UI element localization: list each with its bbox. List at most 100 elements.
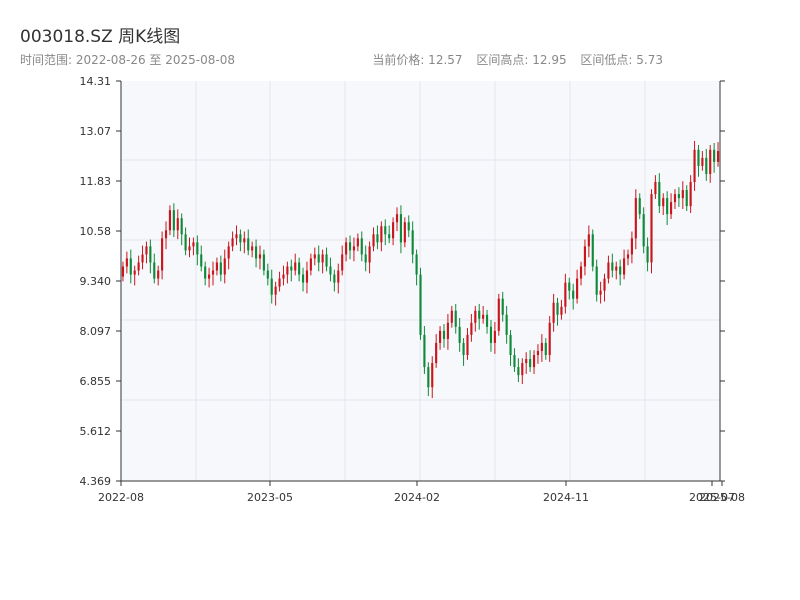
candle-body bbox=[658, 181, 661, 207]
candle-body bbox=[525, 359, 528, 364]
candle bbox=[650, 189, 653, 274]
y-tick-label: 6.855 bbox=[80, 375, 112, 388]
candle-body bbox=[278, 278, 281, 287]
candle bbox=[309, 253, 312, 276]
candle bbox=[576, 269, 579, 304]
candle-body bbox=[352, 246, 356, 251]
candle-body bbox=[395, 214, 399, 223]
candle bbox=[149, 239, 152, 274]
candle-body bbox=[505, 314, 508, 335]
candle bbox=[153, 253, 156, 284]
candle bbox=[411, 221, 414, 264]
candle bbox=[677, 187, 680, 207]
candle bbox=[427, 362, 430, 397]
candle bbox=[619, 259, 622, 286]
candle-body bbox=[368, 246, 371, 263]
candle bbox=[713, 142, 716, 173]
candle bbox=[317, 245, 320, 272]
candle bbox=[583, 239, 587, 276]
candle-body bbox=[164, 230, 168, 239]
y-tick-label: 11.83 bbox=[80, 175, 112, 188]
candle bbox=[438, 326, 442, 350]
candle bbox=[623, 249, 626, 280]
candle-body bbox=[497, 298, 500, 331]
candle-body bbox=[701, 157, 704, 166]
candle-body bbox=[254, 246, 258, 259]
candle bbox=[630, 231, 633, 264]
candle-body bbox=[392, 222, 395, 239]
candle bbox=[544, 338, 547, 360]
candle-body bbox=[513, 355, 516, 368]
candle bbox=[235, 225, 238, 246]
x-tick-label: 2024-02 bbox=[394, 491, 440, 504]
candle-body bbox=[329, 266, 332, 275]
candle bbox=[435, 334, 438, 368]
candle-body bbox=[388, 234, 391, 239]
candle-body bbox=[337, 270, 340, 283]
candle-body bbox=[180, 218, 183, 235]
candle-body bbox=[411, 230, 414, 255]
candle bbox=[176, 209, 179, 240]
candle bbox=[172, 203, 175, 238]
candle bbox=[446, 313, 449, 350]
candle-body bbox=[599, 290, 602, 295]
candle bbox=[294, 253, 297, 276]
candle-body bbox=[532, 355, 536, 368]
candle-body bbox=[407, 222, 410, 231]
candle-body bbox=[489, 326, 493, 343]
candle bbox=[247, 229, 250, 256]
candle-body bbox=[681, 190, 684, 199]
candle bbox=[278, 271, 281, 292]
candle bbox=[290, 259, 293, 282]
candle-body bbox=[560, 306, 563, 315]
candle-body bbox=[705, 157, 708, 174]
candle bbox=[454, 303, 457, 334]
candle-body bbox=[176, 218, 179, 231]
candle bbox=[505, 305, 508, 344]
candle-body bbox=[313, 254, 316, 259]
candle-body bbox=[145, 246, 148, 255]
candle-body bbox=[270, 278, 273, 295]
candle-body bbox=[579, 266, 583, 279]
y-axis-ticks: 4.369 5.612 6.855 8.097 9.340 10.58 11.83 13.07… bbox=[80, 75, 725, 488]
chart-title: 003018.SZ 周K线图 bbox=[20, 27, 181, 47]
current-price-label: 当前价格: 12.57 bbox=[372, 53, 463, 67]
candle-body bbox=[188, 246, 191, 251]
candle bbox=[666, 191, 669, 226]
candle bbox=[560, 299, 563, 320]
candle bbox=[321, 249, 324, 274]
candle bbox=[470, 313, 473, 342]
x-tick-label: 2024-11 bbox=[543, 491, 589, 504]
candle-body bbox=[697, 149, 700, 166]
candle-body bbox=[474, 310, 477, 323]
candle bbox=[384, 219, 387, 246]
candle bbox=[298, 257, 301, 282]
candle bbox=[611, 253, 614, 278]
candle bbox=[673, 189, 677, 209]
candle-body bbox=[204, 266, 207, 279]
candle bbox=[223, 249, 226, 284]
candle bbox=[157, 265, 160, 286]
candle-body bbox=[348, 242, 352, 251]
candle bbox=[415, 249, 418, 286]
candle bbox=[423, 326, 426, 374]
candle-body bbox=[384, 226, 387, 235]
candle-body bbox=[689, 181, 692, 207]
candle bbox=[164, 221, 168, 250]
candle bbox=[654, 175, 657, 199]
candle bbox=[458, 317, 461, 352]
candle bbox=[689, 175, 692, 213]
candle bbox=[552, 293, 555, 332]
candle-body bbox=[223, 258, 226, 275]
candle-body bbox=[141, 254, 144, 263]
candle-body bbox=[149, 246, 152, 263]
candle-body bbox=[595, 266, 598, 295]
candle bbox=[399, 205, 403, 254]
candle bbox=[513, 348, 516, 372]
candle bbox=[634, 189, 637, 250]
candle bbox=[532, 350, 536, 374]
candle bbox=[548, 315, 551, 362]
candle bbox=[145, 241, 148, 264]
date-range-label: 时间范围: 2022-08-26 至 2025-08-08 bbox=[20, 53, 235, 67]
candle-body bbox=[615, 266, 618, 271]
